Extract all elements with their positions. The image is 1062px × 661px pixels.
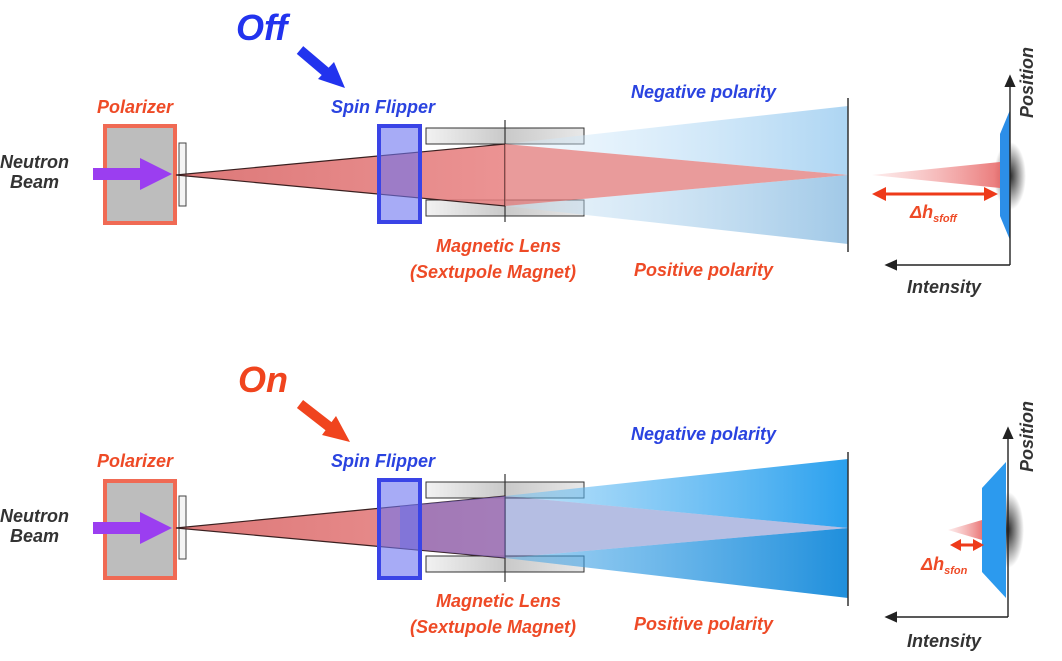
intensity-axis-label: Intensity <box>907 277 982 297</box>
negative-polarity-beam-lower <box>505 175 848 244</box>
spin-flipper-label: Spin Flipper <box>331 97 436 117</box>
neutron-beam-label-line1: Neutron <box>0 506 69 526</box>
negative-polarity-beam <box>505 459 848 528</box>
intensity-profile <box>948 462 1024 598</box>
delta-h-arrow-on <box>950 539 984 551</box>
state-arrow-on <box>296 400 350 442</box>
positive-polarity-label: Positive polarity <box>634 260 774 280</box>
spin-flipper-box <box>377 478 422 580</box>
state-label-on: On <box>238 359 288 400</box>
positive-polarity-beam <box>505 144 848 206</box>
positive-polarity-label: Positive polarity <box>634 614 774 634</box>
neutron-beam-label-line2: Beam <box>10 172 59 192</box>
magnetic-lens-label-line1: Magnetic Lens <box>436 591 561 611</box>
polarizer-label: Polarizer <box>97 451 174 471</box>
delta-h-arrow-off <box>872 187 998 201</box>
panel-on: On Polarizer Neutron Beam Spin Flipper N… <box>0 359 1037 651</box>
negative-polarity-beam-lower <box>505 528 848 598</box>
state-arrow-off <box>296 46 345 88</box>
magnetic-lens-label-line2: (Sextupole Magnet) <box>410 262 576 282</box>
position-axis-label: Position <box>1017 401 1037 472</box>
position-axis-label: Position <box>1017 47 1037 118</box>
flipped-beam-segment <box>400 496 505 558</box>
delta-h-label-off: Δhsfoff <box>909 202 958 225</box>
panel-off: Off Polarizer Neutron Beam Spin Flipper … <box>0 7 1037 297</box>
negative-polarity-label: Negative polarity <box>631 82 777 102</box>
magnetic-lens-label-line1: Magnetic Lens <box>436 236 561 256</box>
incoming-beam-cone <box>175 143 506 207</box>
polarizer-label: Polarizer <box>97 97 174 117</box>
state-label-off: Off <box>236 7 290 48</box>
neutron-beam-label-line1: Neutron <box>0 152 69 172</box>
neutron-beam-arrow <box>93 158 172 190</box>
neutron-beam-arrow <box>93 512 172 544</box>
spin-flipper-box <box>377 124 422 224</box>
delta-h-label-on: Δhsfon <box>920 554 968 577</box>
positive-polarity-beam <box>505 496 848 558</box>
spin-flipper-label: Spin Flipper <box>331 451 436 471</box>
negative-polarity-beam <box>505 106 848 175</box>
intensity-axis-label: Intensity <box>907 631 982 651</box>
magnetic-lens-label-line2: (Sextupole Magnet) <box>410 617 576 637</box>
negative-polarity-label: Negative polarity <box>631 424 777 444</box>
neutron-beam-label-line2: Beam <box>10 526 59 546</box>
